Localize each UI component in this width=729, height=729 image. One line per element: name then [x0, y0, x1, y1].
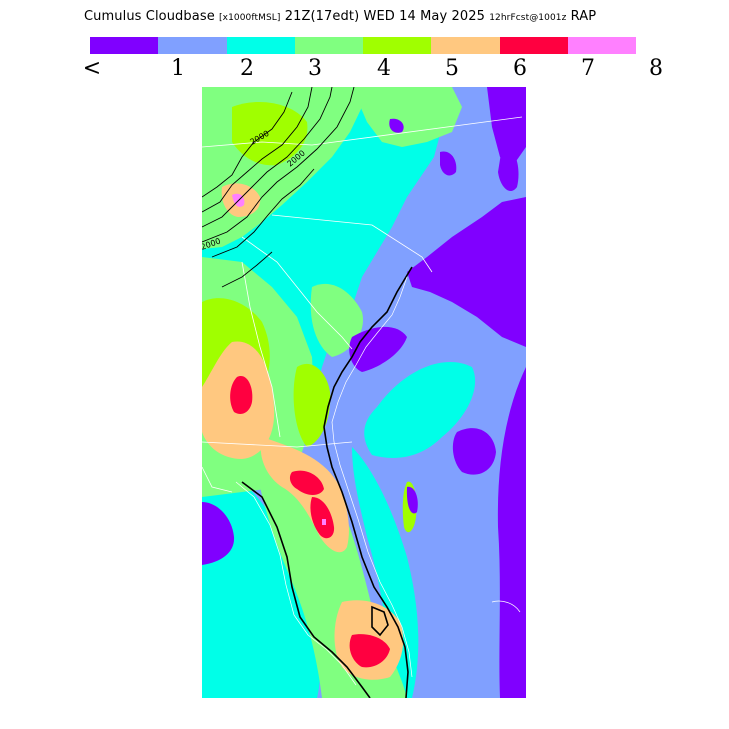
boundary-nc-sc — [271, 214, 433, 273]
coast-detail-west — [235, 481, 357, 686]
tick-label-8: 8 — [649, 56, 663, 81]
color-scale-band-8 — [567, 37, 636, 54]
chart-title: Cumulus Cloudbase [x1000ftMSL] 21Z(17edt… — [84, 9, 596, 24]
tick-label-4: 4 — [377, 56, 391, 81]
boundary-tn — [202, 141, 313, 148]
boundary-ga-al — [241, 261, 281, 438]
boundary-va-nc — [311, 116, 523, 146]
tick-label-1: 1 — [171, 56, 185, 81]
title-date: WED 14 May 2025 — [363, 9, 485, 24]
field-green-carolina — [310, 283, 363, 357]
field-purple-spot-north — [389, 118, 404, 133]
field-red-florida-south — [349, 634, 390, 668]
field-purple-spot-nc — [440, 151, 457, 176]
contour-5 — [202, 91, 293, 198]
cloudbase-map: 2000 2000 2000 — [202, 87, 526, 698]
contour-1 — [202, 87, 355, 243]
field-purple-outer-banks — [407, 197, 526, 347]
tick-label-5: 5 — [445, 56, 459, 81]
field-green-north — [352, 87, 462, 147]
field-cyan-offshore — [364, 361, 476, 458]
title-valid-time: 21Z(17edt) — [284, 9, 360, 24]
coast-nc-sc — [323, 266, 413, 428]
tick-label-7: 7 — [581, 56, 595, 81]
contour-2 — [202, 87, 333, 228]
title-model: RAP — [570, 9, 597, 24]
title-forecast: 12hrFcst@1001z — [489, 13, 567, 23]
color-scale-band-5 — [363, 37, 432, 54]
coast-florida-west — [241, 481, 371, 698]
boundary-ga-sc — [241, 236, 353, 350]
color-scale-band-7 — [499, 37, 568, 54]
field-yellowgreen-mid — [293, 363, 331, 447]
field-purple-gulf — [202, 502, 235, 565]
field-purple-spot-east — [406, 486, 418, 514]
tick-label-2: 2 — [240, 56, 254, 81]
color-scale-band-1 — [90, 37, 159, 54]
title-units: [x1000ftMSL] — [219, 13, 281, 23]
field-yellowgreen-north — [232, 102, 308, 166]
coastlines — [241, 266, 413, 698]
color-scale-band-2 — [158, 37, 227, 54]
field-red-georgia — [230, 376, 253, 414]
coast-detail-east — [331, 276, 413, 678]
terrain-contours — [202, 87, 355, 288]
color-scale-band-4 — [294, 37, 363, 54]
contour-4 — [211, 168, 315, 258]
field-red-florida-mid — [310, 497, 335, 539]
boundary-ga-fl — [202, 441, 353, 448]
field-purple-nc-coast — [487, 87, 526, 167]
title-product: Cumulus Cloudbase — [84, 9, 215, 24]
field-red-florida-north — [289, 470, 324, 495]
field-purple-atlantic-mid — [452, 428, 496, 475]
boundary-al-fl — [202, 466, 233, 493]
contour-3 — [202, 87, 313, 213]
field-purple-ne-coast — [498, 146, 519, 192]
coast-florida-lake — [371, 605, 389, 637]
map-canvas: 2000 2000 2000 — [202, 87, 526, 698]
tick-label-3: 3 — [308, 56, 322, 81]
color-scale — [90, 37, 636, 54]
color-scale-ticks: < 1 2 3 4 5 6 7 8 — [0, 56, 729, 86]
color-scale-band-6 — [431, 37, 500, 54]
field-purple-atlantic-east — [497, 367, 526, 698]
state-boundaries — [202, 116, 523, 493]
coast-detail-keys — [491, 600, 521, 613]
coast-florida-east — [323, 426, 409, 698]
tick-label-less-than: < — [82, 56, 102, 81]
color-scale-band-3 — [226, 37, 295, 54]
coast-detail — [235, 276, 521, 686]
field-pink-florida — [322, 519, 326, 525]
contour-6 — [221, 251, 273, 288]
tick-label-6: 6 — [513, 56, 527, 81]
